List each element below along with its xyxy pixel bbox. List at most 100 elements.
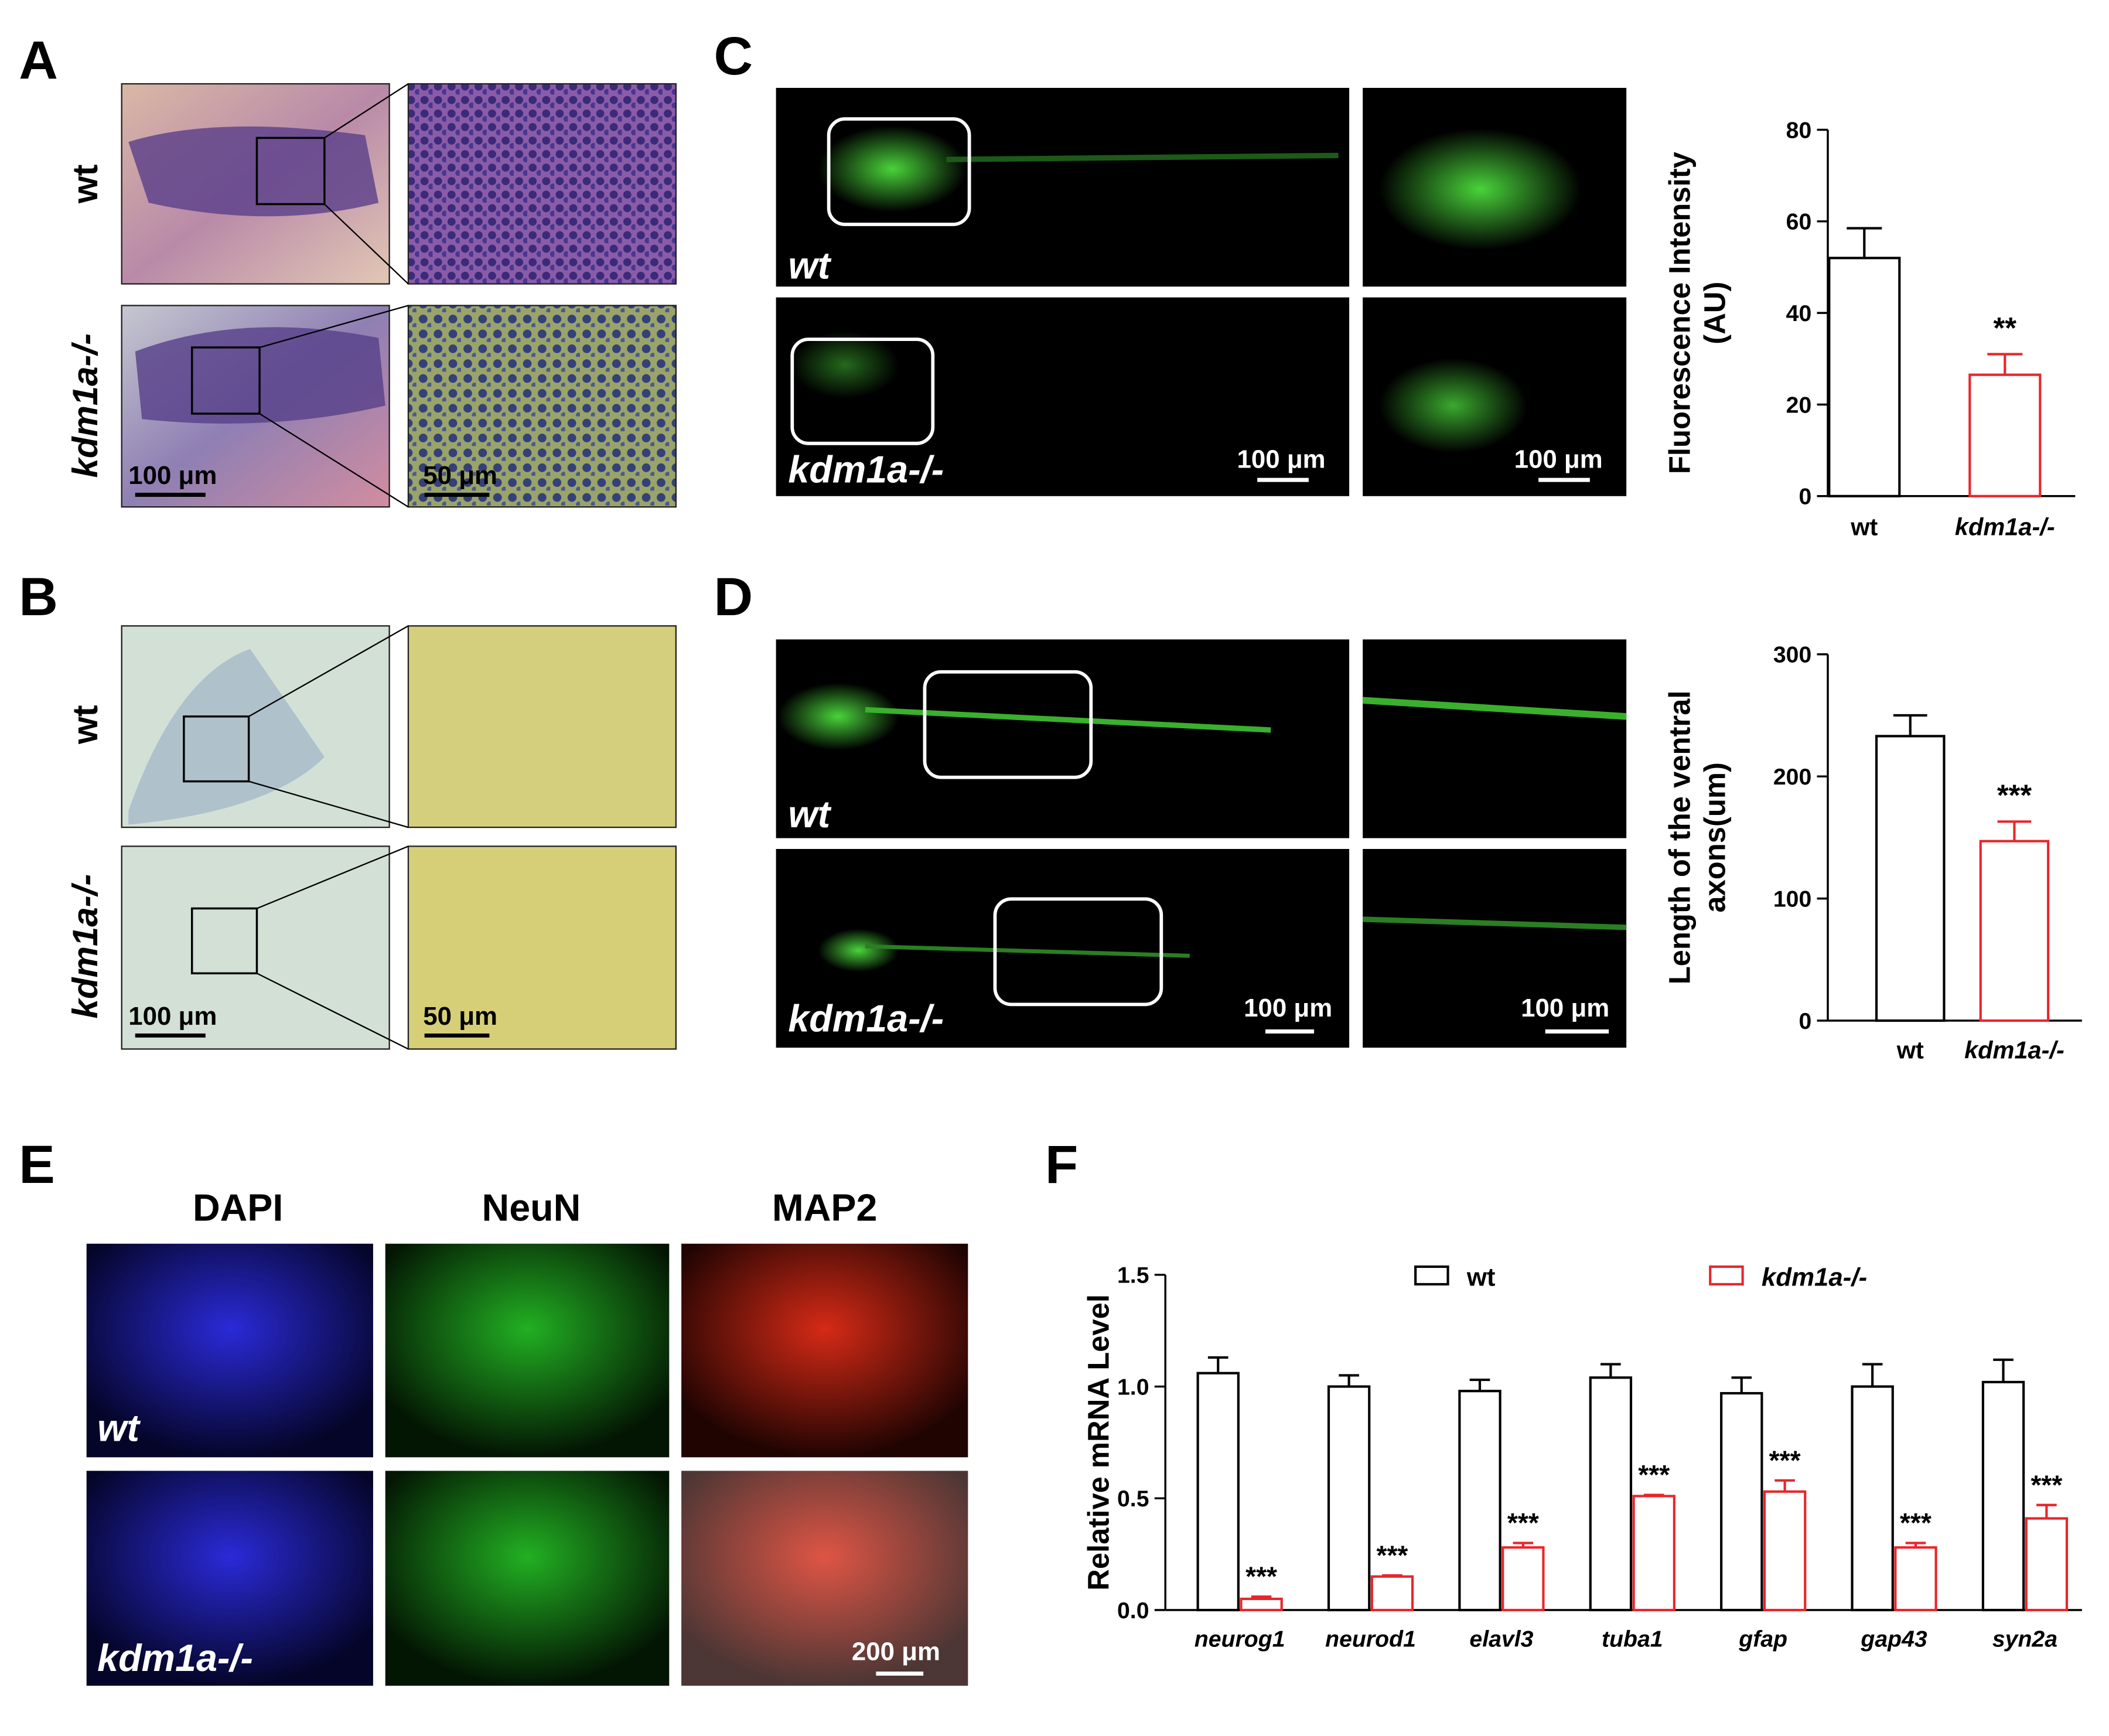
row-label: wt: [788, 244, 831, 287]
error-bar: [1905, 1541, 1926, 1548]
panel-label: B: [19, 566, 58, 627]
scale-label: 100 μm: [1514, 445, 1603, 473]
legend-label: wt: [1466, 1263, 1496, 1291]
row-label: wt: [66, 705, 105, 745]
error-bar: [2036, 1503, 2057, 1519]
column-header: DAPI: [193, 1187, 283, 1229]
y-axis-label: Fluorescence Intensity: [1663, 152, 1697, 474]
x-tick-label: gfap: [1738, 1626, 1787, 1652]
y-tick-label: 100: [1773, 886, 1811, 912]
bar: [1501, 1546, 1545, 1612]
annotation: ***: [1900, 1508, 1931, 1538]
x-tick-label: kdm1a-/-: [1955, 513, 2055, 541]
row-label: kdm1a-/-: [97, 1637, 253, 1679]
column-header: NeuN: [482, 1187, 581, 1229]
y-axis-label: Relative mRNA Level: [1081, 1294, 1115, 1591]
legend-label: kdm1a-/-: [1762, 1263, 1867, 1291]
bar: [1196, 1372, 1240, 1612]
x-tick-label: neurod1: [1325, 1626, 1416, 1652]
y-axis-label: (AU): [1698, 282, 1732, 345]
scale-label: 50 μm: [423, 461, 497, 490]
row-label: wt: [788, 793, 831, 835]
bar: [1763, 1490, 1807, 1612]
micrograph: [121, 625, 677, 1050]
error-bar: [1513, 1541, 1534, 1548]
bar: [1894, 1546, 1937, 1612]
error-bar: [1774, 1479, 1795, 1492]
x-tick-label: gap43: [1860, 1626, 1927, 1652]
y-tick-label: 0.0: [1117, 1598, 1149, 1624]
y-tick-label: 200: [1773, 764, 1811, 790]
row-label: kdm1a-/-: [788, 449, 944, 491]
bar: [2025, 1517, 2069, 1612]
error-bar: [1382, 1574, 1402, 1577]
panel-label: E: [19, 1134, 55, 1195]
error-bar: [1993, 1358, 2014, 1382]
y-tick-label: 60: [1786, 209, 1812, 235]
panel-label: A: [19, 29, 58, 90]
bar: [1875, 735, 1946, 1022]
bar: [1240, 1597, 1283, 1612]
micrograph: [776, 639, 1627, 1048]
y-tick-label: 40: [1786, 301, 1812, 326]
row-label: wt: [66, 164, 105, 204]
scale-label: 100 μm: [1237, 445, 1326, 473]
annotation: ***: [1997, 779, 2032, 812]
bar: [1720, 1391, 1763, 1612]
column-header: MAP2: [772, 1187, 878, 1229]
y-tick-label: 80: [1786, 117, 1812, 143]
error-bar: [1251, 1595, 1272, 1599]
x-tick-label: tuba1: [1602, 1626, 1663, 1652]
x-tick-label: kdm1a-/-: [1964, 1036, 2064, 1064]
bar: [1327, 1385, 1371, 1612]
panel-label: D: [714, 566, 753, 627]
panel-label: C: [714, 25, 753, 86]
error-bar: [1731, 1376, 1752, 1393]
annotation: **: [1994, 311, 2017, 345]
x-tick-label: neurog1: [1195, 1626, 1285, 1652]
legend-swatch: [1414, 1265, 1449, 1286]
y-tick-label: 1.0: [1117, 1374, 1149, 1400]
error-bar: [1339, 1374, 1359, 1387]
panel-label: F: [1045, 1134, 1078, 1195]
bar: [1632, 1495, 1675, 1612]
x-tick-label: syn2a: [1992, 1626, 2057, 1652]
bar: [1968, 373, 2042, 497]
y-tick-label: 300: [1773, 642, 1811, 668]
error-bar: [1600, 1363, 1621, 1378]
bar: [1458, 1390, 1501, 1612]
row-label: kdm1a-/-: [66, 333, 105, 478]
scale-label: 50 μm: [423, 1002, 497, 1031]
error-bar: [1997, 820, 2032, 841]
y-tick-label: 0.5: [1117, 1486, 1149, 1512]
y-axis-label: Length of the ventral: [1663, 690, 1697, 984]
micrograph: [121, 83, 677, 508]
annotation: ***: [1507, 1508, 1539, 1538]
scale-label: 200 μm: [852, 1637, 940, 1666]
scale-label: 100 μm: [1521, 994, 1609, 1022]
error-bar: [1469, 1379, 1490, 1391]
micrograph: [86, 1243, 968, 1686]
annotation: ***: [1245, 1561, 1277, 1592]
error-bar: [1847, 227, 1882, 258]
row-label: kdm1a-/-: [66, 874, 105, 1019]
error-bar: [1893, 714, 1927, 736]
x-tick-label: wt: [1896, 1036, 1924, 1064]
bar: [1589, 1376, 1633, 1612]
annotation: ***: [1638, 1459, 1670, 1490]
bar: [1979, 840, 2050, 1022]
error-bar: [1862, 1363, 1883, 1387]
annotation: ***: [1377, 1540, 1408, 1570]
y-tick-label: 1.5: [1117, 1263, 1149, 1288]
annotation: ***: [1769, 1445, 1801, 1475]
bar: [1828, 257, 1901, 497]
row-label: wt: [97, 1407, 141, 1449]
error-bar: [1987, 353, 2023, 375]
legend-swatch: [1709, 1265, 1744, 1286]
micrograph: [776, 87, 1627, 496]
x-tick-label: elavl3: [1469, 1626, 1533, 1652]
row-label: kdm1a-/-: [788, 997, 944, 1039]
scale-label: 100 μm: [128, 461, 217, 490]
bar: [1981, 1380, 2025, 1612]
